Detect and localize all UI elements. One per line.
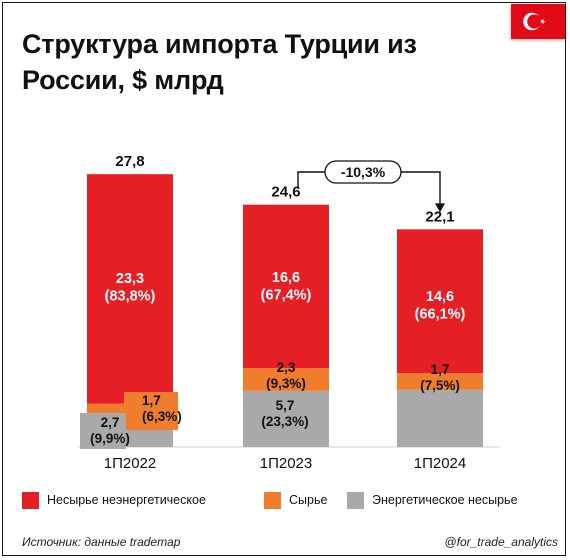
- bar-segment-2-0: [87, 174, 173, 404]
- category-label-1: 1П2023: [260, 455, 313, 472]
- chart-legend: Несырье неэнергетическое Сырье Энергетич…: [22, 490, 562, 510]
- non-raw-value-label-1: 16,6 (67,4%): [261, 270, 312, 303]
- bar-segment-2-2: [397, 229, 483, 374]
- raw-label-box-0: [124, 392, 178, 430]
- energy-value-label-0: 2,7 (9,9%): [90, 415, 130, 446]
- total-label-2: 22,1: [425, 208, 454, 225]
- source-note: Источник: данные trademap: [22, 535, 181, 549]
- raw-value-label-0: 1,7 (6,3%): [142, 393, 182, 424]
- legend-swatch-energy: [347, 491, 364, 509]
- energy-value-label-1: 5,7 (23,3%): [261, 398, 308, 429]
- chart-title: Структура импорта Турции из России, $ мл…: [22, 29, 417, 95]
- change-badge: [324, 160, 402, 184]
- non-raw-value-label-0: 23,3 (83,8%): [105, 271, 156, 304]
- legend-label-raw: Сырье: [289, 493, 328, 507]
- category-label-2: 1П2024: [414, 455, 467, 472]
- turkey-flag-icon: [511, 4, 565, 39]
- author-handle: @for_trade_analytics: [444, 535, 558, 549]
- bar-segment-1-2: [397, 373, 483, 390]
- total-label-0: 27,8: [115, 153, 144, 170]
- legend-label-non-raw: Несырье неэнергетическое: [47, 493, 206, 507]
- bar-segment-1-1: [243, 368, 329, 391]
- raw-value-label-2: 1,7 (7,5%): [420, 362, 460, 393]
- legend-swatch-raw: [264, 491, 281, 509]
- change-arrowhead: [435, 203, 445, 213]
- bar-segment-0-1: [243, 390, 329, 447]
- category-label-0: 1П2022: [104, 455, 157, 472]
- non-raw-value-label-2: 14,6 (66,1%): [415, 289, 466, 322]
- bar-segment-0-2: [397, 389, 483, 447]
- energy-label-box-0: [80, 413, 126, 449]
- raw-value-label-1: 2,3 (9,3%): [266, 360, 306, 391]
- legend-item-energy: Энергетическое несырье: [347, 490, 518, 510]
- bar-segment-2-1: [243, 204, 329, 369]
- legend-item-non-raw: Несырье неэнергетическое: [22, 490, 206, 510]
- total-label-1: 24,6: [271, 184, 300, 201]
- bar-chart: 2,7 (9,9%) 5,7 (23,3%) 1,7 (6,3%) 2,3 (9,3%) 1,7…: [78, 153, 500, 472]
- change-badge-text: -10,3%: [341, 164, 386, 180]
- legend-item-raw: Сырье: [264, 490, 327, 510]
- legend-label-energy: Энергетическое несырье: [372, 493, 518, 507]
- legend-swatch-non-raw: [22, 491, 39, 509]
